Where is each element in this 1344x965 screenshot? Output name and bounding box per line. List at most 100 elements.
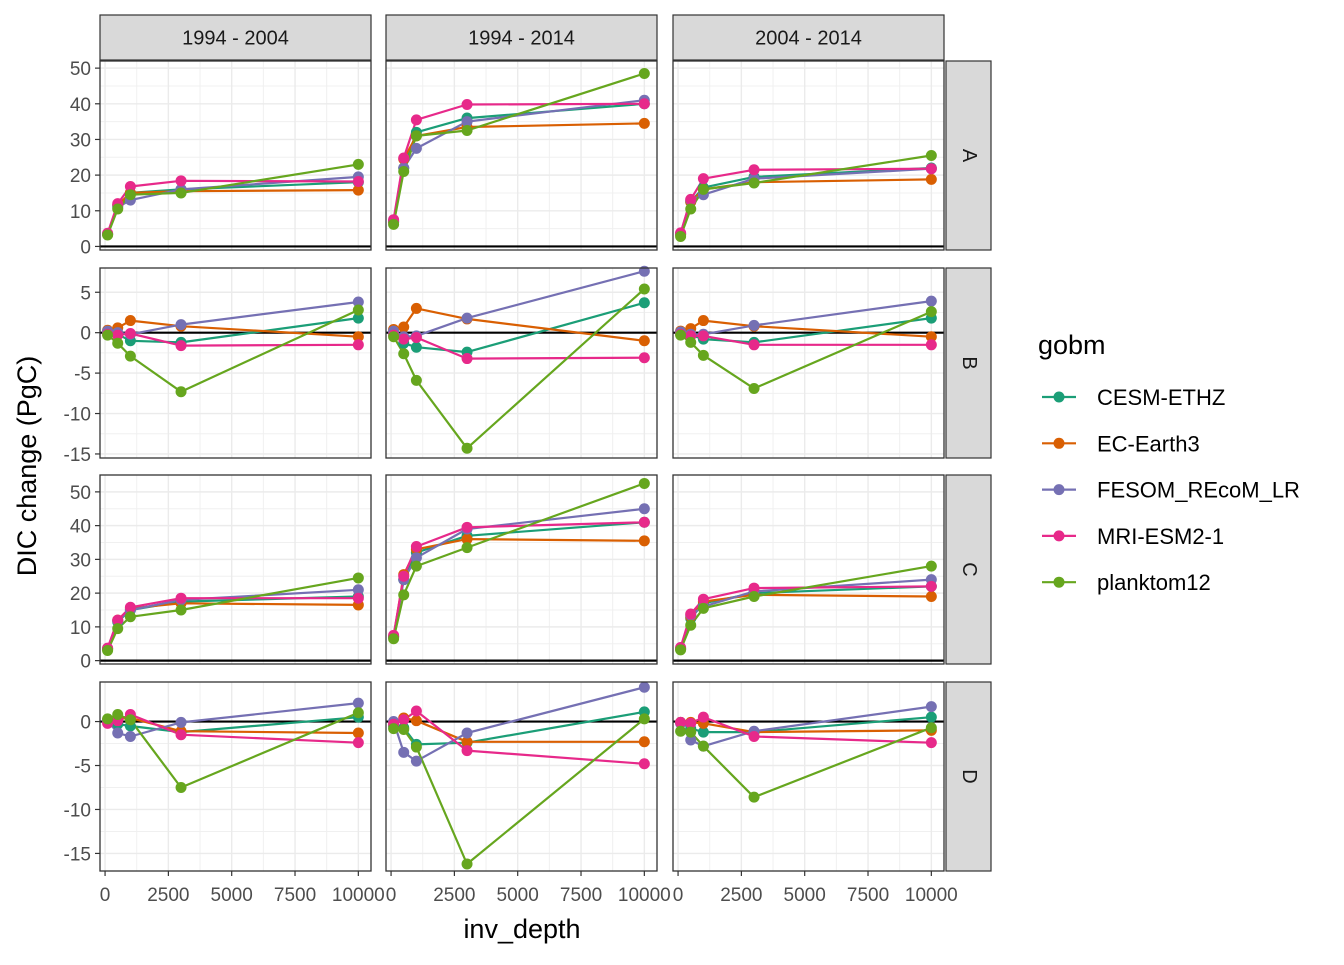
data-point: [352, 339, 364, 351]
data-point: [398, 348, 410, 360]
data-point: [748, 164, 760, 176]
data-point: [925, 580, 937, 592]
data-point: [398, 746, 410, 758]
data-point: [748, 177, 760, 189]
data-point: [112, 623, 124, 635]
data-point: [112, 203, 124, 215]
panel-background: [386, 268, 657, 458]
data-point: [352, 304, 364, 316]
data-point: [925, 339, 937, 351]
data-point: [461, 521, 473, 533]
facet-strip-row: [945, 60, 992, 251]
data-point: [175, 781, 187, 793]
x-tick-label: 10000: [332, 885, 385, 906]
data-point: [638, 335, 650, 347]
x-tick-label: 5000: [497, 885, 539, 906]
data-point: [410, 560, 422, 572]
data-point: [461, 442, 473, 454]
legend-key-point: [1053, 530, 1065, 542]
data-point: [352, 184, 364, 196]
panel-border: [385, 267, 658, 459]
x-tick-label: 7500: [560, 885, 602, 906]
data-point: [124, 731, 136, 743]
data-point: [175, 716, 187, 728]
y-tick-label: -15: [64, 844, 91, 865]
data-point: [398, 723, 410, 735]
panel-border: [672, 681, 945, 872]
data-point: [398, 333, 410, 345]
data-point: [398, 589, 410, 601]
data-point: [925, 722, 937, 734]
data-point: [388, 218, 400, 230]
data-point: [124, 714, 136, 726]
data-point: [352, 158, 364, 170]
facet-strip-row-label: B: [958, 356, 980, 369]
facet-strip-column-label: 1994 - 2004: [182, 28, 289, 50]
y-tick-label: 20: [70, 166, 91, 187]
data-point: [925, 701, 937, 713]
data-point: [685, 717, 697, 729]
data-point: [410, 374, 422, 386]
data-point: [410, 130, 422, 142]
data-point: [697, 711, 709, 723]
data-point: [112, 614, 124, 626]
data-point: [697, 726, 709, 738]
x-tick-label: 10000: [905, 885, 958, 906]
facet-strip-row: [945, 267, 992, 459]
facet-strip-row: [945, 681, 992, 872]
data-point: [675, 716, 687, 728]
data-point: [352, 697, 364, 709]
y-tick-label: 30: [70, 550, 91, 571]
y-tick-label: -5: [74, 364, 91, 385]
data-point: [124, 181, 136, 193]
data-point: [638, 352, 650, 364]
data-point: [925, 173, 937, 185]
data-point: [461, 116, 473, 128]
data-point: [638, 67, 650, 79]
data-point: [112, 727, 124, 739]
data-point: [410, 705, 422, 717]
data-point: [102, 329, 114, 341]
panel-border: [672, 267, 945, 459]
legend-label: MRI-ESM2-1: [1097, 524, 1224, 549]
data-point: [685, 734, 697, 746]
x-tick-label: 5000: [784, 885, 826, 906]
data-point: [410, 114, 422, 126]
data-point: [398, 714, 410, 726]
data-point: [697, 315, 709, 327]
panel-border: [385, 60, 658, 251]
data-point: [112, 709, 124, 721]
panel-background: [673, 268, 944, 458]
y-tick-label: 10: [70, 618, 91, 639]
data-point: [175, 340, 187, 352]
panel-border: [672, 60, 945, 251]
x-tick-label: 7500: [847, 885, 889, 906]
data-point: [410, 741, 422, 753]
x-axis-title: inv_depth: [463, 914, 580, 944]
data-point: [748, 582, 760, 594]
data-point: [124, 601, 136, 613]
data-point: [697, 740, 709, 752]
data-point: [352, 737, 364, 749]
facet-strip-row-label: C: [958, 562, 980, 576]
y-tick-label: 40: [70, 517, 91, 538]
data-point: [352, 727, 364, 739]
data-point: [638, 758, 650, 770]
data-point: [697, 602, 709, 614]
data-point: [388, 633, 400, 645]
legend-key-point: [1053, 437, 1065, 449]
data-point: [124, 315, 136, 327]
data-point: [697, 349, 709, 361]
data-point: [124, 350, 136, 362]
data-point: [124, 327, 136, 339]
x-tick-label: 2500: [720, 885, 762, 906]
data-point: [461, 858, 473, 870]
data-point: [175, 319, 187, 331]
data-point: [675, 644, 687, 656]
y-tick-label: -5: [74, 757, 91, 778]
y-tick-label: 40: [70, 95, 91, 116]
data-point: [410, 755, 422, 767]
data-point: [638, 681, 650, 693]
data-point: [685, 619, 697, 631]
